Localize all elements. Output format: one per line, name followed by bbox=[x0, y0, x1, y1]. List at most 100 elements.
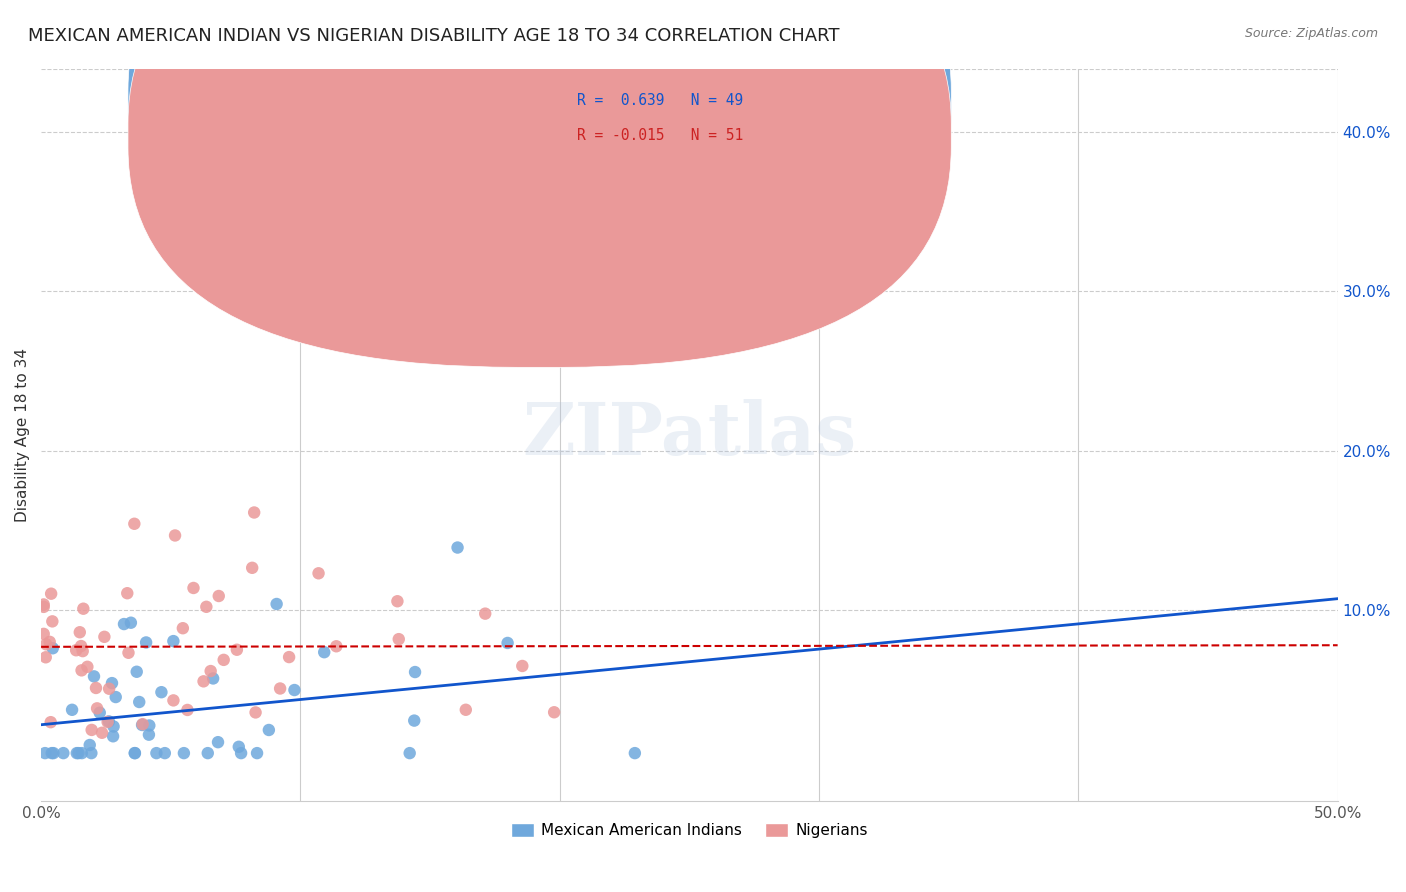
Point bbox=[496, 636, 519, 650]
Point bbox=[202, 672, 225, 686]
Point bbox=[153, 746, 176, 760]
Point bbox=[72, 644, 94, 658]
Point bbox=[624, 746, 647, 760]
Point bbox=[79, 738, 101, 752]
Point bbox=[162, 693, 184, 707]
Point bbox=[42, 641, 65, 656]
Point bbox=[67, 746, 90, 760]
Point bbox=[446, 541, 468, 555]
Point bbox=[41, 615, 63, 629]
Point bbox=[225, 642, 247, 657]
Point bbox=[117, 586, 139, 600]
Point bbox=[193, 674, 215, 689]
Point bbox=[183, 581, 205, 595]
Point bbox=[97, 714, 120, 729]
Point bbox=[66, 746, 89, 760]
Text: R =  0.639   N = 49: R = 0.639 N = 49 bbox=[576, 94, 742, 108]
Point bbox=[243, 506, 266, 520]
Point bbox=[70, 639, 93, 653]
Point bbox=[93, 630, 115, 644]
Point bbox=[101, 676, 124, 690]
Point bbox=[131, 717, 153, 731]
Point bbox=[172, 621, 194, 635]
Point bbox=[404, 665, 426, 679]
Point bbox=[124, 746, 146, 760]
Point bbox=[32, 598, 55, 612]
Point bbox=[86, 701, 108, 715]
Point bbox=[91, 725, 114, 739]
Point bbox=[41, 746, 63, 760]
Point bbox=[52, 746, 75, 760]
Point bbox=[70, 746, 93, 760]
Point bbox=[124, 746, 146, 760]
Point bbox=[135, 635, 157, 649]
Point bbox=[543, 705, 565, 719]
Point bbox=[266, 597, 288, 611]
Text: MEXICAN AMERICAN INDIAN VS NIGERIAN DISABILITY AGE 18 TO 34 CORRELATION CHART: MEXICAN AMERICAN INDIAN VS NIGERIAN DISA… bbox=[28, 27, 839, 45]
Point bbox=[150, 685, 173, 699]
Point bbox=[39, 715, 62, 730]
Point bbox=[229, 746, 252, 760]
Point bbox=[65, 643, 87, 657]
Point bbox=[240, 561, 263, 575]
Point bbox=[32, 599, 55, 614]
Y-axis label: Disability Age 18 to 34: Disability Age 18 to 34 bbox=[15, 348, 30, 522]
Point bbox=[101, 729, 124, 743]
Point bbox=[35, 637, 58, 651]
Point bbox=[398, 746, 420, 760]
Point bbox=[120, 615, 142, 630]
Point bbox=[325, 640, 347, 654]
Point bbox=[195, 599, 218, 614]
Point bbox=[80, 746, 103, 760]
Text: R = -0.015   N = 51: R = -0.015 N = 51 bbox=[576, 128, 742, 144]
Point bbox=[208, 589, 231, 603]
Point bbox=[197, 746, 219, 760]
Point bbox=[200, 664, 222, 678]
FancyBboxPatch shape bbox=[128, 0, 952, 334]
Point bbox=[69, 625, 91, 640]
Point bbox=[278, 650, 301, 665]
FancyBboxPatch shape bbox=[128, 0, 952, 368]
Point bbox=[388, 632, 411, 647]
Point bbox=[176, 703, 198, 717]
Text: Source: ZipAtlas.com: Source: ZipAtlas.com bbox=[1244, 27, 1378, 40]
Point bbox=[269, 681, 291, 696]
Point bbox=[84, 681, 107, 695]
Point bbox=[42, 746, 65, 760]
Point bbox=[35, 650, 58, 665]
Point bbox=[39, 587, 62, 601]
FancyBboxPatch shape bbox=[488, 76, 877, 164]
Point bbox=[131, 718, 153, 732]
Point bbox=[404, 714, 426, 728]
Point bbox=[125, 665, 148, 679]
Point bbox=[510, 659, 533, 673]
Point bbox=[104, 690, 127, 704]
Point bbox=[474, 607, 496, 621]
Point bbox=[98, 681, 121, 696]
Point bbox=[257, 723, 280, 737]
Point bbox=[103, 719, 125, 733]
Point bbox=[34, 746, 56, 760]
Point bbox=[165, 528, 187, 542]
Point bbox=[283, 683, 305, 698]
Point bbox=[112, 617, 135, 632]
Point bbox=[387, 594, 409, 608]
Point bbox=[38, 635, 60, 649]
Point bbox=[89, 706, 111, 720]
Point bbox=[117, 646, 139, 660]
Point bbox=[32, 627, 55, 641]
Point bbox=[246, 746, 269, 760]
Point bbox=[70, 664, 93, 678]
Point bbox=[138, 718, 160, 732]
Point bbox=[83, 669, 105, 683]
Point bbox=[124, 516, 146, 531]
Point bbox=[97, 714, 120, 729]
Point bbox=[145, 746, 167, 760]
Point bbox=[454, 703, 477, 717]
Point bbox=[173, 746, 195, 760]
Point bbox=[60, 703, 83, 717]
Point bbox=[228, 739, 250, 754]
Text: ZIPatlas: ZIPatlas bbox=[522, 400, 856, 470]
Point bbox=[72, 601, 94, 615]
Point bbox=[80, 723, 103, 737]
